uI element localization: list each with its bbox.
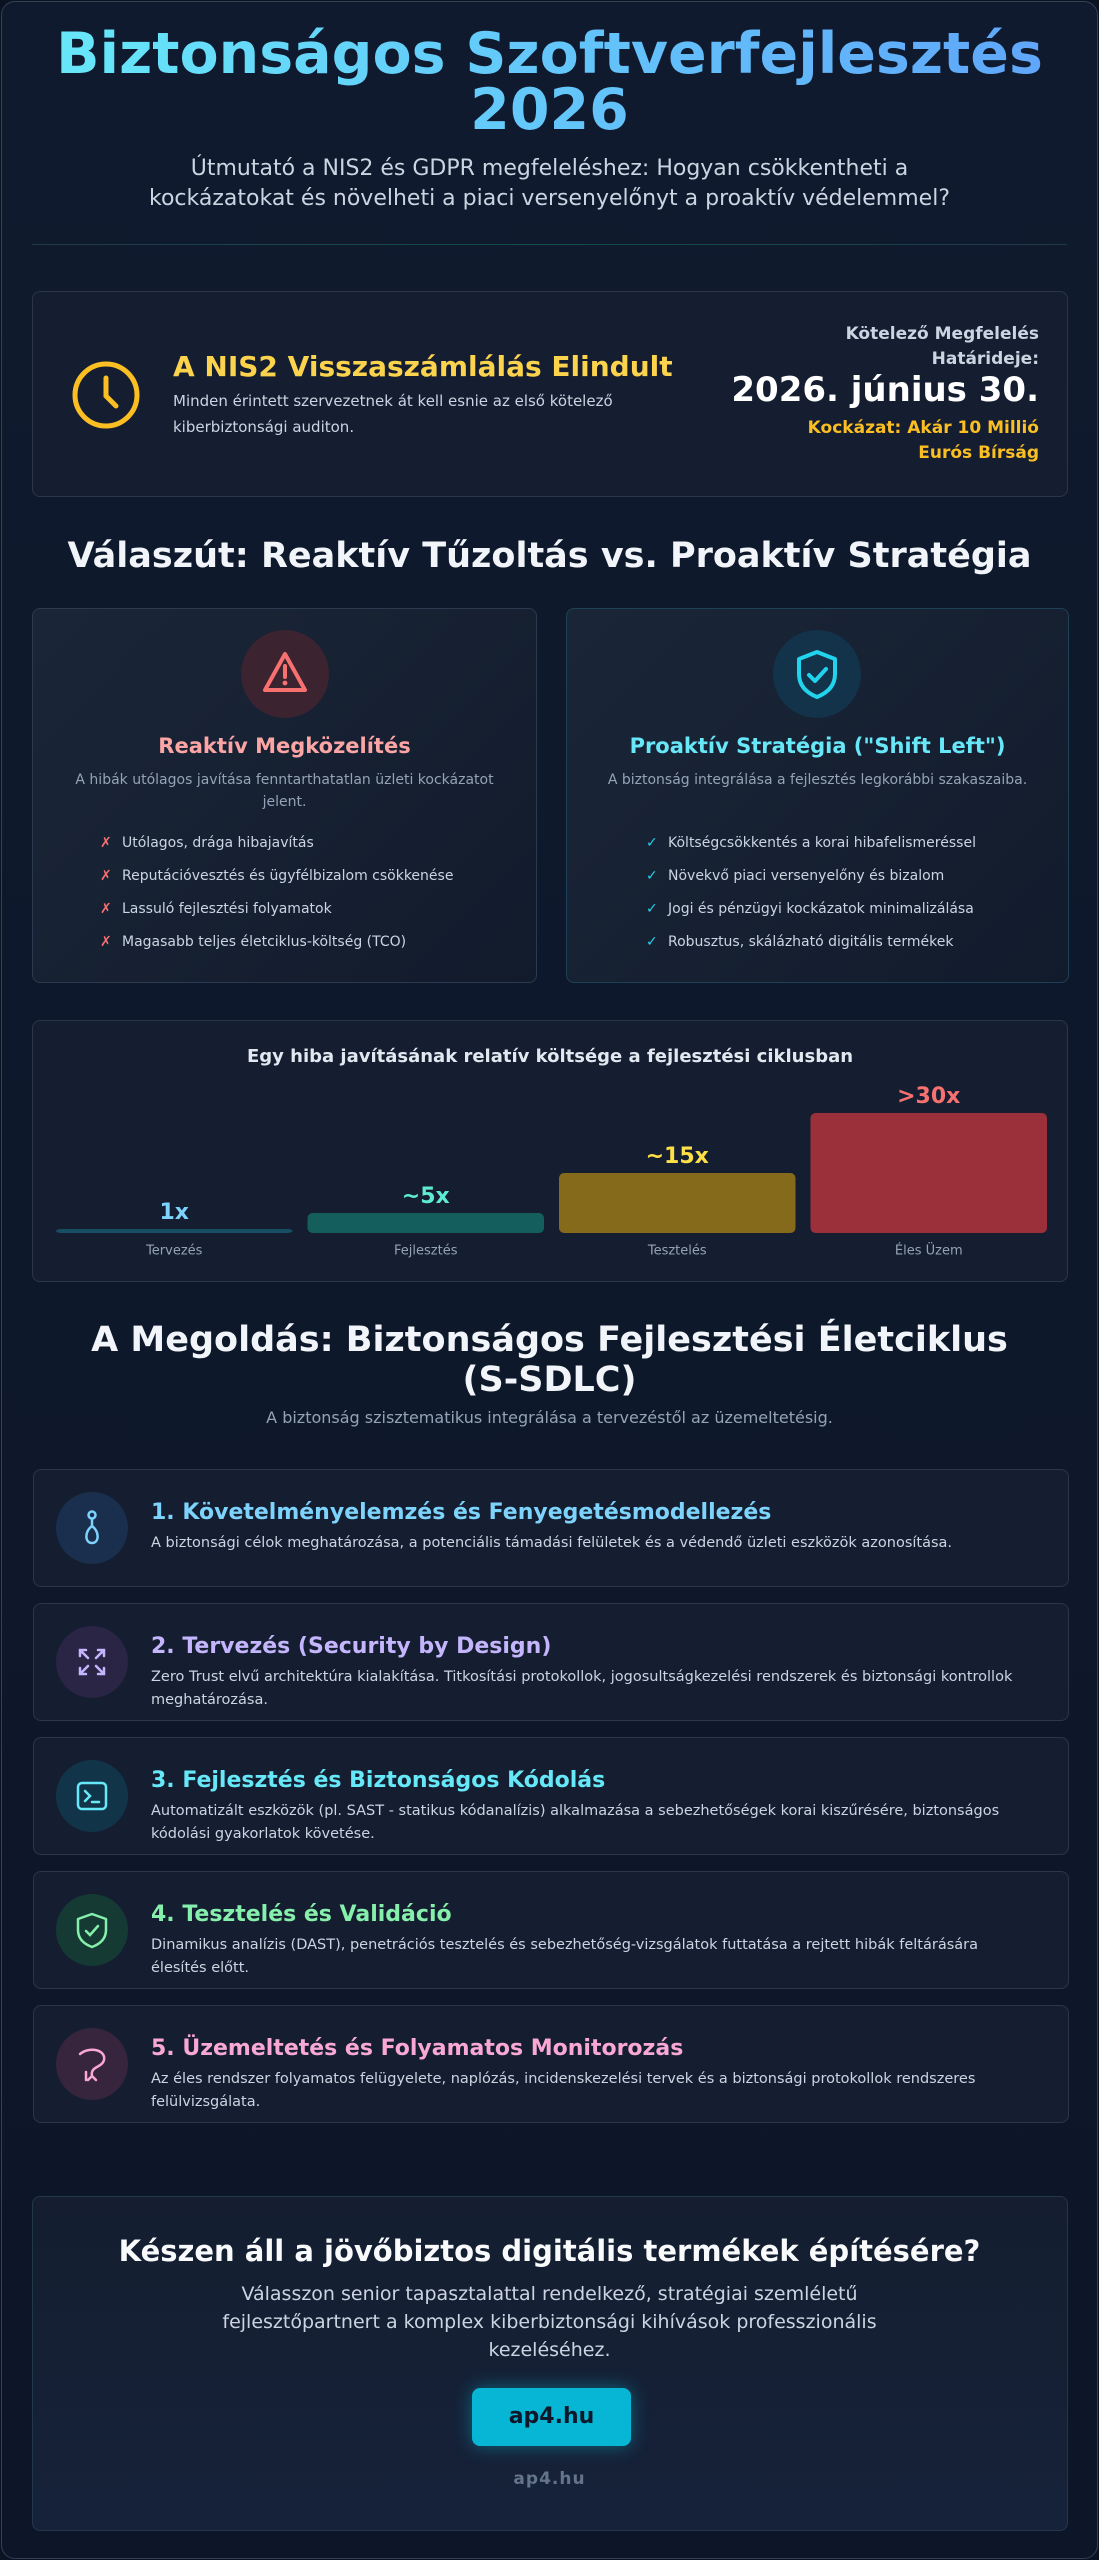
proactive-item: ✓ Robusztus, skálázható digitális terméke… <box>646 934 954 950</box>
bar-value-label: >30x <box>897 1084 960 1109</box>
step-icon <box>56 1760 128 1832</box>
reactive-list: ✗ Utólagos, drága hibajavítás ✗ Reputációv… <box>100 835 453 967</box>
step-text: Az éles rendszer folyamatos felügyelete,… <box>151 2071 976 2110</box>
page-title: Biztonságos Szoftverfejlesztés 2026 <box>42 26 1057 139</box>
reactive-item: ✗ Utólagos, drága hibajavítás <box>100 835 314 851</box>
proactive-title: Proaktív Stratégia ("Shift Left") <box>629 734 1006 758</box>
proactive-item-text: Költségcsökkentés a korai hibafelismerés… <box>668 835 976 851</box>
x-tick-label: Éles Üzem <box>895 1242 963 1259</box>
proactive-card: Proaktív Stratégia ("Shift Left") A bizt… <box>566 608 1069 983</box>
shield-icon <box>773 630 861 718</box>
bar <box>810 1113 1047 1233</box>
reactive-item: ✗ Lassuló fejlesztési folyamatok <box>100 901 332 917</box>
bar <box>559 1173 796 1233</box>
proactive-item-text: Növekvő piaci versenyelőny és bizalom <box>668 868 945 884</box>
step-title: 3. Fejlesztés és Biztonságos Kódolás <box>151 1768 606 1793</box>
reactive-item: ✗ Magasabb teljes életciklus-költség (TCO… <box>100 934 407 950</box>
clock-icon <box>72 361 140 429</box>
step-icon <box>56 1894 128 1966</box>
chart-title: Egy hiba javításának relatív költsége a … <box>247 1046 853 1067</box>
proactive-text: A biztonság integrálása a fejlesztés leg… <box>607 772 1028 788</box>
warning-icon <box>241 630 329 718</box>
cta-text: Válasszon senior tapasztalattal rendelke… <box>222 2283 877 2361</box>
cta-box <box>32 2196 1068 2531</box>
step-icon <box>56 1492 128 1564</box>
reactive-item-text: Utólagos, drága hibajavítás <box>122 835 314 851</box>
cta-title: Készen áll a jövőbiztos digitális termék… <box>118 2234 981 2268</box>
proactive-item: ✓ Költségcsökkentés a korai hibafelismeré… <box>646 835 976 851</box>
reactive-title: Reaktív Megközelítés <box>158 734 411 758</box>
alert-text: Minden érintett szervezetnek át kell esn… <box>173 392 613 436</box>
cost-chart-box: Egy hiba javításának relatív költsége a … <box>32 1020 1068 1282</box>
reactive-item-text: Lassuló fejlesztési folyamatok <box>122 901 332 917</box>
x-tick-label: Tesztelés <box>647 1244 707 1259</box>
cost-chart: Egy hiba javításának relatív költsége a … <box>56 1046 1047 1259</box>
bar <box>56 1229 293 1233</box>
proactive-item-text: Jogi és pénzügyi kockázatok minimalizálá… <box>668 901 974 917</box>
step-title: 1. Követelményelemzés és Fenyegetésmodel… <box>151 1500 772 1525</box>
step-text: Automatizált eszközök (pl. SAST - statik… <box>151 1803 1000 1842</box>
risk: Kockázat: Akár 10 Millió Eurós Bírság <box>807 418 1039 463</box>
solution-subtitle: A biztonság szisztematikus integrálása a… <box>266 1408 833 1427</box>
bar-value-label: 1x <box>160 1200 190 1225</box>
bar-value-label: ~5x <box>402 1184 450 1209</box>
proactive-item: ✓ Növekvő piaci versenyelőny és bizalom <box>646 868 945 884</box>
x-tick-label: Tervezés <box>145 1244 203 1259</box>
step: 4. Tesztelés és Validáció Dinamikus anal… <box>33 1871 1069 1989</box>
step-icon <box>56 2028 128 2100</box>
step: 1. Követelményelemzés és Fenyegetésmodel… <box>33 1469 1069 1587</box>
step-text: Dinamikus analízis (DAST), penetrációs t… <box>151 1937 979 1976</box>
reactive-text: A hibák utólagos javítása fenntarthatatl… <box>75 772 494 810</box>
step: 5. Üzemeltetés és Folyamatos Monitorozás… <box>33 2005 1069 2123</box>
deadline: 2026. június 30. <box>731 370 1039 410</box>
x-tick-label: Fejlesztés <box>394 1244 458 1259</box>
reactive-item-text: Reputációvesztés és ügyfélbizalom csökke… <box>122 868 454 884</box>
cta-button[interactable]: ap4.hu <box>472 2388 631 2446</box>
page-subtitle: Útmutató a NIS2 és GDPR megfeleléshez: H… <box>149 156 950 211</box>
solution-heading: A Megoldás: Biztonságos Fejlesztési Élet… <box>91 1320 1008 1400</box>
bar <box>307 1213 544 1233</box>
reactive-item-text: Magasabb teljes életciklus-költség (TCO) <box>122 934 407 950</box>
step-icon <box>56 1626 128 1698</box>
step-title: 5. Üzemeltetés és Folyamatos Monitorozás <box>151 2036 684 2061</box>
step: 2. Tervezés (Security by Design) Zero Tr… <box>33 1603 1069 1721</box>
deadline-label: Kötelező Megfelelés Határideje: <box>845 324 1039 369</box>
step: 3. Fejlesztés és Biztonságos Kódolás Aut… <box>33 1737 1069 1855</box>
alert-title: A NIS2 Visszaszámlálás Elindult <box>173 350 673 383</box>
footer: ap4.hu <box>513 2469 586 2489</box>
comparison-heading: Válaszút: Reaktív Tűzoltás vs. Proaktív … <box>67 536 1032 576</box>
divider <box>32 244 1067 245</box>
reactive-item: ✗ Reputációvesztés és ügyfélbizalom csökk… <box>100 868 454 884</box>
alert-box: A NIS2 Visszaszámlálás Elindult Minden é… <box>32 291 1068 497</box>
reactive-card: Reaktív Megközelítés A hibák utólagos ja… <box>32 608 537 983</box>
bar-value-label: ~15x <box>646 1144 709 1169</box>
step-title: 4. Tesztelés és Validáció <box>151 1902 452 1927</box>
proactive-list: ✓ Költségcsökkentés a korai hibafelismeré… <box>646 835 976 967</box>
step-title: 2. Tervezés (Security by Design) <box>151 1634 552 1659</box>
proactive-item-text: Robusztus, skálázható digitális termékek <box>668 934 954 950</box>
step-text: Zero Trust elvű architektúra kialakítása… <box>151 1669 1013 1708</box>
step-text: A biztonsági célok meghatározása, a pote… <box>151 1535 953 1551</box>
proactive-item: ✓ Jogi és pénzügyi kockázatok minimalizál… <box>646 901 974 917</box>
